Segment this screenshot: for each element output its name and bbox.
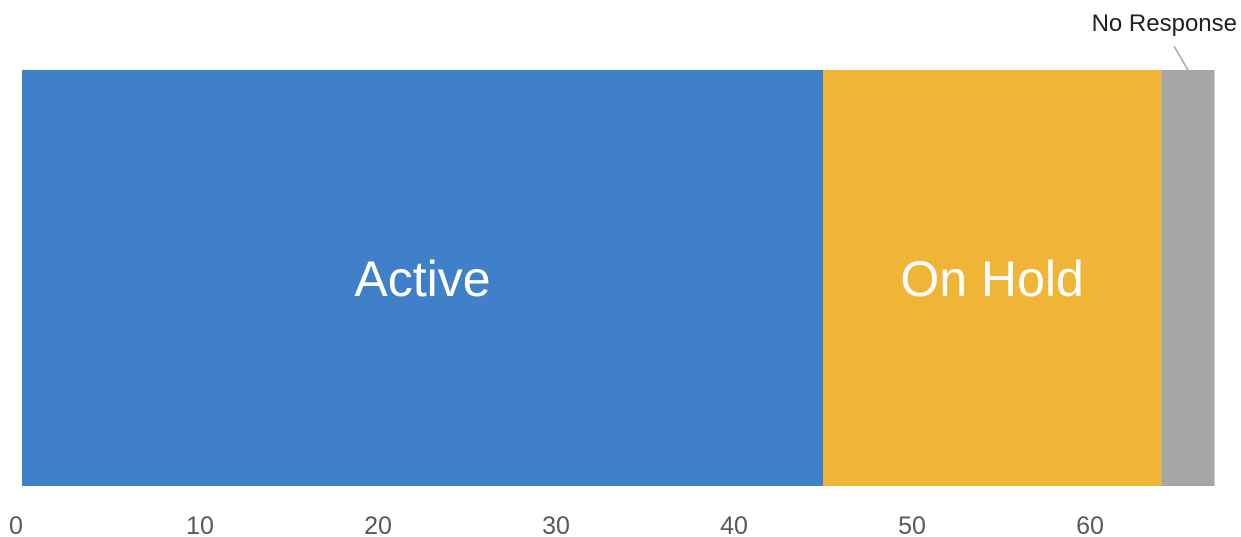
bar-segment-on-hold: [823, 70, 1162, 486]
callout-group: No Response: [1092, 10, 1237, 71]
x-axis-ticks: 0 10 20 30 40 50 60: [9, 512, 1104, 537]
x-tick-label: 50: [898, 512, 926, 537]
segment-label-active: Active: [354, 251, 490, 307]
x-tick-label: 20: [364, 512, 392, 537]
segment-label-on-hold: On Hold: [900, 251, 1083, 307]
callout-label-no-response: No Response: [1092, 10, 1237, 37]
segment-labels: Active On Hold: [354, 251, 1083, 307]
x-tick-label: 0: [9, 512, 23, 537]
x-tick-label: 10: [186, 512, 214, 537]
callout-leader-line: [1173, 45, 1189, 71]
x-tick-label: 40: [720, 512, 748, 537]
x-tick-label: 60: [1076, 512, 1104, 537]
bar-segment-active: [22, 70, 823, 486]
x-tick-label: 30: [542, 512, 570, 537]
bar-segment-no-response: [1161, 70, 1215, 486]
bar-segments: [22, 70, 1215, 486]
